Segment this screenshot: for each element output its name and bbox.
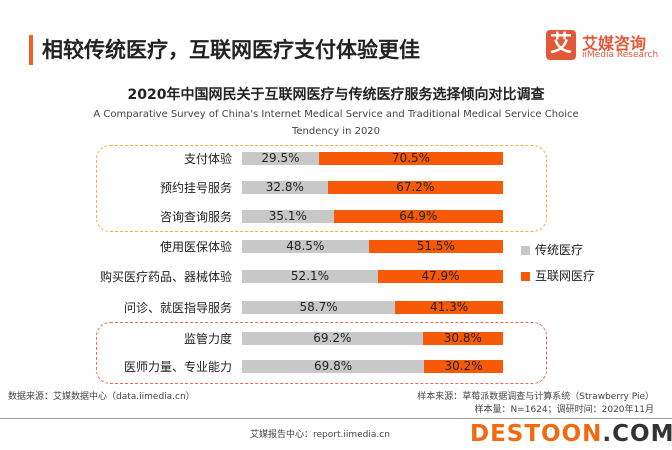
- chart-subtitle-2: Tendency in 2020: [291, 126, 381, 137]
- category-label: 预约挂号服务: [159, 181, 232, 195]
- bar-traditional: 35.1%: [242, 210, 334, 223]
- watermark: DESTOON.COM: [470, 421, 672, 447]
- category-label: 监管力度: [183, 332, 232, 346]
- bar-internet: 67.2%: [327, 181, 503, 194]
- legend-swatch-internet: [521, 272, 530, 281]
- bar-traditional: 58.7%: [242, 301, 396, 314]
- bar-internet: 47.9%: [377, 270, 503, 283]
- category-label: 咨询查询服务: [159, 210, 232, 224]
- bar-traditional: 69.2%: [242, 332, 423, 345]
- legend-swatch-traditional: [521, 246, 530, 255]
- title-accent-bar: [29, 35, 33, 65]
- legend-label-internet: 互联网医疗: [535, 269, 596, 283]
- chart-title: 2020年中国网民关于互联网医疗与传统医疗服务选择倾向对比调查: [127, 87, 545, 103]
- highlight-box-bottom: [96, 322, 547, 384]
- footer-divider: [0, 418, 672, 419]
- category-label: 医师力量、专业能力: [123, 360, 232, 374]
- bar-traditional: 32.8%: [242, 181, 328, 194]
- sample-size: 样本量：N=1624；调研时间：2020年11月: [474, 405, 654, 415]
- bar-traditional: 48.5%: [242, 240, 369, 253]
- category-label: 使用医保体验: [159, 240, 232, 254]
- bar-traditional: 69.8%: [242, 360, 425, 373]
- chart-subtitle: A Comparative Survey of China's Internet…: [93, 109, 579, 120]
- logo-icon: 艾: [546, 30, 576, 60]
- logo-text: 艾媒咨询: [582, 34, 647, 53]
- category-label: 支付体验: [183, 152, 232, 166]
- bar-traditional: 52.1%: [242, 270, 378, 283]
- page-title: 相较传统医疗，互联网医疗支付体验更佳: [42, 38, 420, 62]
- bar-internet: 64.9%: [333, 210, 503, 223]
- category-label: 问诊、就医指导服务: [123, 301, 232, 315]
- bar-internet: 51.5%: [368, 240, 503, 253]
- bar-internet: 30.2%: [424, 360, 503, 373]
- bar-internet: 30.8%: [422, 332, 503, 345]
- logo-subtext: iiMedia Research: [582, 50, 659, 60]
- category-label: 购买医疗药品、器械体验: [99, 270, 232, 284]
- data-source: 数据来源：艾媒数据中心（data.iimedia.cn）: [8, 392, 195, 402]
- sample-source: 样本来源：草莓派数据调查与计算系统（Strawberry Pie）: [417, 392, 654, 402]
- bar-traditional: 29.5%: [242, 152, 319, 165]
- legend-label-traditional: 传统医疗: [535, 243, 584, 257]
- bar-internet: 41.3%: [395, 301, 503, 314]
- bar-internet: 70.5%: [318, 152, 503, 165]
- report-center: 艾媒报告中心：report.iimedia.cn: [250, 430, 390, 440]
- highlight-box-top: [96, 145, 547, 232]
